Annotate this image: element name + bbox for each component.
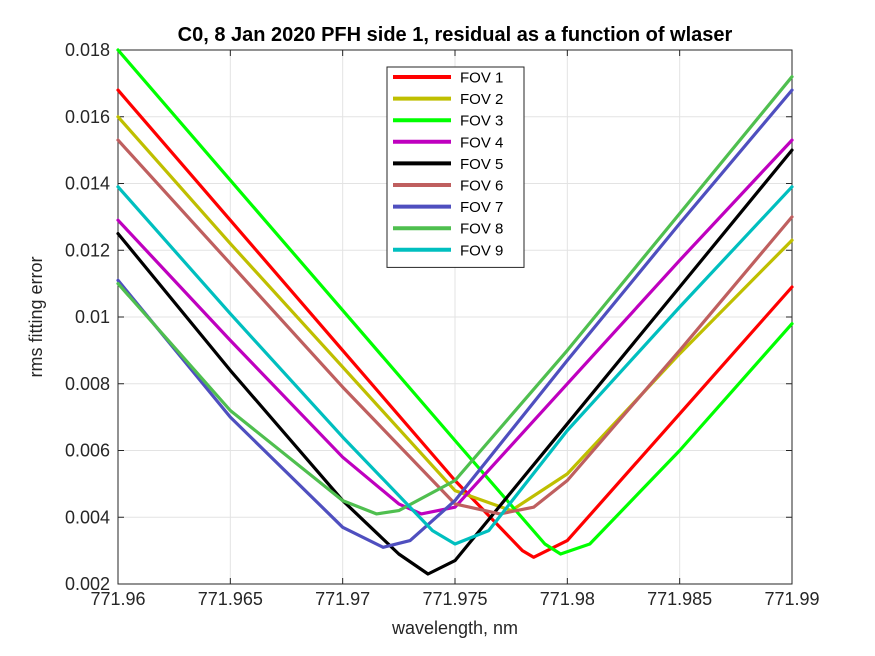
legend-entry-label: FOV 3: [460, 113, 503, 130]
legend-entry-label: FOV 1: [460, 70, 503, 87]
series-line-fov-4: [116, 138, 794, 516]
series-line-fov-3: [116, 48, 794, 556]
legend-entry-label: FOV 2: [460, 91, 503, 108]
legend-entry-label: FOV 7: [460, 199, 503, 216]
y-tick-label: 0.018: [65, 40, 110, 60]
legend-entry-label: FOV 8: [460, 221, 503, 238]
y-tick-label: 0.01: [75, 307, 110, 327]
y-tick-label: 0.002: [65, 574, 110, 594]
y-axis-ticks: 0.002 0.004 0.006 0.008 0.01 0.012 0.014 0.016 0…: [65, 40, 792, 594]
legend: FOV 1 FOV 2 FOV 3 FOV 4 FOV 5 FOV 6 FOV 7 FOV 8…: [386, 66, 525, 268]
x-tick-label: 771.97: [315, 589, 370, 609]
x-tick-label: 771.99: [764, 589, 819, 609]
y-tick-label: 0.012: [65, 240, 110, 260]
x-tick-label: 771.96: [90, 589, 145, 609]
series-line-fov-8: [116, 75, 794, 516]
x-axis-label: wavelength, nm: [391, 618, 518, 638]
y-tick-label: 0.008: [65, 374, 110, 394]
y-tick-label: 0.014: [65, 174, 110, 194]
y-tick-label: 0.006: [65, 441, 110, 461]
x-axis-ticks: 771.96 771.965 771.97 771.975 771.98 771.985 7…: [90, 50, 820, 609]
y-tick-label: 0.004: [65, 507, 110, 527]
x-tick-label: 771.98: [540, 589, 595, 609]
series-line-fov-9: [116, 185, 794, 546]
legend-entry-label: FOV 4: [460, 134, 503, 151]
series-lines: [116, 48, 794, 576]
chart-title: C0, 8 Jan 2020 PFH side 1, residual as a…: [178, 24, 733, 46]
y-tick-label: 0.016: [65, 107, 110, 127]
series-line-fov-5: [116, 148, 794, 576]
legend-entry-label: FOV 9: [460, 242, 503, 259]
x-tick-label: 771.965: [198, 589, 263, 609]
y-axis-label: rms fitting error: [26, 256, 46, 377]
x-tick-label: 771.985: [647, 589, 712, 609]
legend-entry-label: FOV 5: [460, 156, 503, 173]
x-tick-label: 771.975: [422, 589, 487, 609]
legend-entry-label: FOV 6: [460, 178, 503, 195]
series-line-fov-7: [116, 88, 794, 549]
series-line-fov-1: [116, 88, 794, 559]
